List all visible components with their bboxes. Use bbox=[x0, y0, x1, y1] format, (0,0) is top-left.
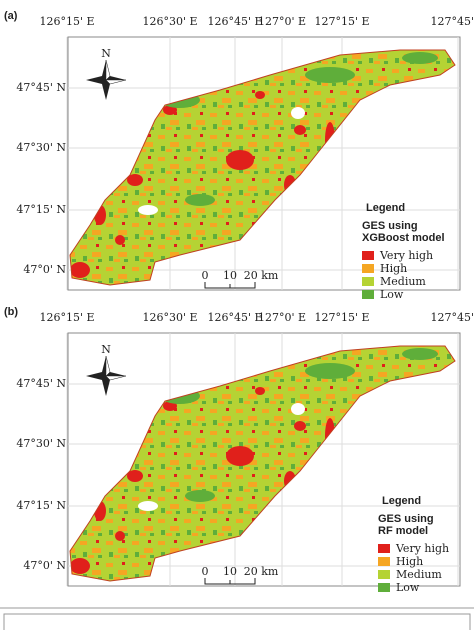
very-high-patch bbox=[115, 235, 125, 245]
legend-label: Low bbox=[396, 581, 420, 594]
low-patch bbox=[305, 363, 355, 379]
legend-label: Medium bbox=[396, 568, 442, 581]
legend-subtitle: RF model bbox=[378, 525, 428, 537]
very-high-patch bbox=[255, 387, 265, 395]
latitude-label: 47°0' N bbox=[23, 263, 66, 276]
scale-label: 10 bbox=[223, 565, 237, 578]
compass-star bbox=[105, 355, 111, 377]
compass-star bbox=[105, 79, 127, 85]
low-patch bbox=[305, 67, 355, 83]
north-label: N bbox=[101, 343, 111, 356]
latitude-label: 47°15' N bbox=[16, 499, 66, 512]
longitude-label: 126°45' E bbox=[207, 311, 262, 324]
scale-label: 0 bbox=[202, 565, 209, 578]
legend-swatch bbox=[378, 570, 390, 579]
latitude-label: 47°30' N bbox=[16, 141, 66, 154]
panel-label: (b) bbox=[4, 306, 18, 318]
legend-label: Low bbox=[380, 288, 404, 301]
scale-label: 20 km bbox=[244, 565, 279, 578]
low-patch bbox=[185, 490, 215, 502]
longitude-label: 126°15' E bbox=[39, 311, 94, 324]
very-high-patch bbox=[70, 262, 90, 278]
latitude-label: 47°30' N bbox=[16, 437, 66, 450]
legend-label: Medium bbox=[380, 275, 426, 288]
longitude-label: 127°45' E bbox=[430, 15, 474, 28]
very-high-patch bbox=[127, 470, 143, 482]
scale-line bbox=[204, 578, 256, 585]
legend-subtitle: GES using bbox=[378, 513, 434, 525]
water-body bbox=[291, 107, 305, 119]
very-high-patch bbox=[255, 91, 265, 99]
legend-label: High bbox=[396, 555, 423, 568]
low-patch bbox=[185, 194, 215, 206]
longitude-label: 126°45' E bbox=[207, 15, 262, 28]
very-high-patch bbox=[294, 421, 306, 431]
water-body bbox=[138, 205, 158, 215]
longitude-label: 126°30' E bbox=[142, 311, 197, 324]
very-high-patch bbox=[115, 531, 125, 541]
very-high-patch bbox=[70, 558, 90, 574]
very-high-patch bbox=[226, 446, 254, 466]
legend-title: Legend bbox=[366, 202, 405, 214]
north-arrow: N bbox=[86, 47, 127, 100]
scale-bar: 0 10 20 km bbox=[202, 269, 279, 289]
area-outline bbox=[69, 345, 456, 582]
scale-label: 10 bbox=[223, 269, 237, 282]
legend-label: High bbox=[380, 262, 407, 275]
north-label: N bbox=[101, 47, 111, 60]
longitude-label: 127°15' E bbox=[314, 15, 369, 28]
compass-star bbox=[105, 59, 111, 81]
legend-label: Very high bbox=[395, 542, 449, 555]
water-body bbox=[138, 501, 158, 511]
longitude-label: 127°0' E bbox=[258, 15, 306, 28]
latitude-label: 47°15' N bbox=[16, 203, 66, 216]
legend-subtitle: XGBoost model bbox=[362, 232, 445, 244]
latitude-label: 47°45' N bbox=[16, 377, 66, 390]
caption-box bbox=[3, 613, 471, 634]
latitude-label: 47°0' N bbox=[23, 559, 66, 572]
north-arrow: N bbox=[86, 343, 127, 396]
longitude-label: 127°45' E bbox=[430, 311, 474, 324]
water-body bbox=[291, 403, 305, 415]
legend-swatch bbox=[362, 251, 374, 260]
scale-label: 0 bbox=[202, 269, 209, 282]
legend-title: Legend bbox=[382, 495, 421, 507]
legend-swatch bbox=[362, 290, 374, 299]
scale-bar: 0 10 20 km bbox=[202, 565, 279, 585]
very-high-patch bbox=[127, 174, 143, 186]
legend-label: Very high bbox=[379, 249, 433, 262]
study-area bbox=[70, 346, 455, 581]
legend-subtitle: GES using bbox=[362, 220, 418, 232]
legend-swatch bbox=[378, 583, 390, 592]
very-high-patch bbox=[294, 125, 306, 135]
legend-swatch bbox=[378, 557, 390, 566]
legend-swatch bbox=[378, 544, 390, 553]
longitude-label: 126°15' E bbox=[39, 15, 94, 28]
panel-label: (a) bbox=[4, 10, 18, 22]
longitude-label: 127°15' E bbox=[314, 311, 369, 324]
compass-star bbox=[105, 375, 127, 381]
very-high-patch bbox=[226, 150, 254, 170]
scale-label: 20 km bbox=[244, 269, 279, 282]
area-outline bbox=[69, 49, 456, 286]
low-patch bbox=[402, 52, 438, 64]
legend-swatch bbox=[362, 277, 374, 286]
legend-swatch bbox=[362, 264, 374, 273]
longitude-label: 126°30' E bbox=[142, 15, 197, 28]
longitude-label: 127°0' E bbox=[258, 311, 306, 324]
scale-line bbox=[204, 282, 256, 289]
latitude-label: 47°45' N bbox=[16, 81, 66, 94]
low-patch bbox=[402, 348, 438, 360]
